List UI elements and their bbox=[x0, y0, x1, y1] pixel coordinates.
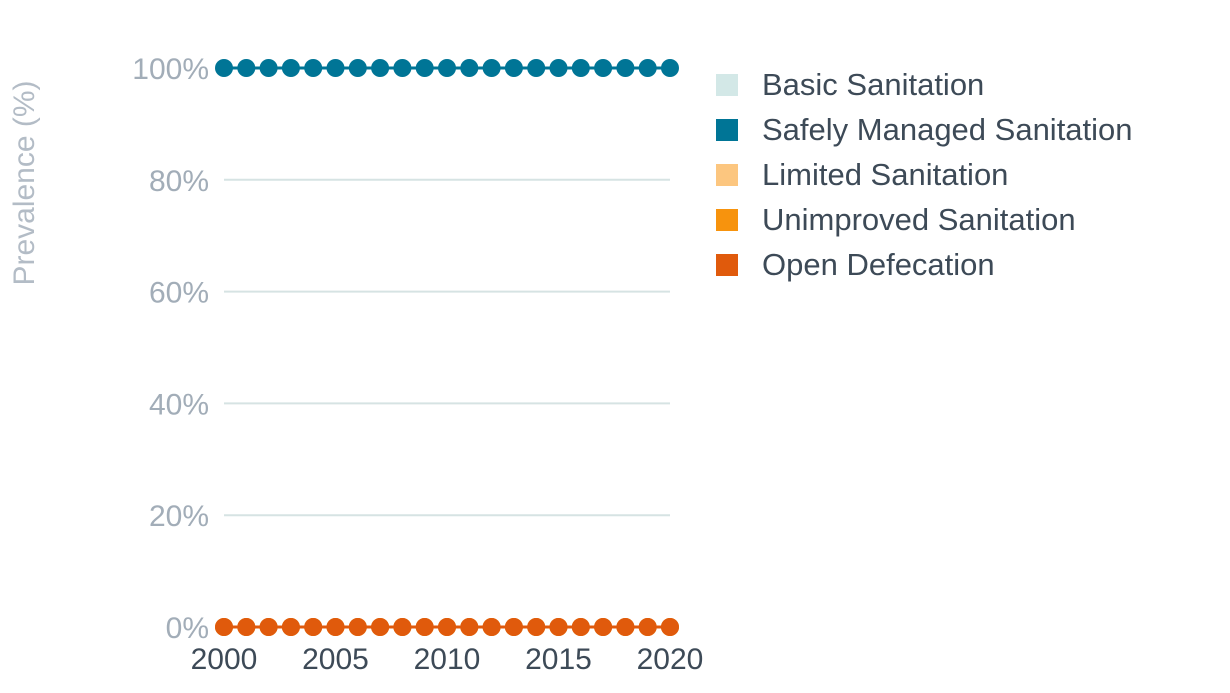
y-axis-label: Prevalence (%) bbox=[8, 80, 41, 285]
data-point bbox=[326, 59, 345, 77]
legend-item[interactable]: Unimproved Sanitation bbox=[716, 197, 1133, 242]
data-point bbox=[616, 618, 635, 636]
data-point bbox=[304, 59, 323, 77]
data-point bbox=[527, 59, 546, 77]
data-point bbox=[438, 618, 456, 636]
data-point bbox=[616, 59, 635, 77]
legend-item[interactable]: Open Defecation bbox=[716, 242, 1133, 287]
data-point bbox=[438, 59, 456, 77]
data-point bbox=[482, 59, 501, 77]
legend-item[interactable]: Basic Sanitation bbox=[716, 62, 1133, 107]
legend-label: Safely Managed Sanitation bbox=[762, 111, 1133, 147]
series-layer bbox=[215, 59, 679, 636]
gridlines bbox=[224, 178, 670, 517]
x-axis-ticks: 2000 2005 2010 2015 2020 bbox=[191, 643, 704, 676]
data-point bbox=[281, 618, 300, 636]
data-point bbox=[460, 59, 479, 77]
legend-label: Open Defecation bbox=[762, 246, 995, 282]
y-tick-label: 0% bbox=[166, 612, 209, 645]
data-point bbox=[415, 618, 434, 636]
legend-label: Basic Sanitation bbox=[762, 66, 985, 102]
data-point bbox=[504, 59, 523, 77]
data-point bbox=[393, 59, 412, 77]
data-point bbox=[215, 59, 233, 77]
data-point bbox=[594, 59, 613, 77]
data-point bbox=[348, 59, 367, 77]
legend-label: Limited Sanitation bbox=[762, 156, 1009, 192]
data-point bbox=[237, 618, 256, 636]
data-point bbox=[371, 59, 390, 77]
data-point bbox=[215, 618, 233, 636]
series-safely-managed-sanitation bbox=[215, 59, 679, 77]
legend-swatch bbox=[716, 163, 738, 186]
data-point bbox=[638, 618, 657, 636]
data-point bbox=[594, 618, 613, 636]
data-point bbox=[527, 618, 546, 636]
data-point bbox=[482, 618, 501, 636]
y-tick-label: 100% bbox=[132, 53, 209, 86]
data-point bbox=[549, 618, 568, 636]
y-axis-ticks: 0% 20% 40% 60% 80% 100% bbox=[132, 53, 209, 645]
data-point bbox=[460, 618, 479, 636]
data-point bbox=[393, 618, 412, 636]
y-tick-label: 40% bbox=[149, 388, 209, 421]
y-tick-label: 20% bbox=[149, 500, 209, 533]
legend-swatch bbox=[716, 208, 738, 231]
data-point bbox=[571, 618, 590, 636]
data-point bbox=[259, 618, 278, 636]
x-tick-label: 2020 bbox=[637, 643, 704, 676]
data-point bbox=[415, 59, 434, 77]
y-tick-label: 80% bbox=[149, 165, 209, 198]
data-point bbox=[661, 59, 679, 77]
series-open-defecation bbox=[215, 618, 679, 636]
x-tick-label: 2010 bbox=[414, 643, 481, 676]
data-point bbox=[259, 59, 278, 77]
data-point bbox=[661, 618, 679, 636]
legend: Basic Sanitation Safely Managed Sanitatio… bbox=[716, 62, 1133, 287]
x-tick-label: 2015 bbox=[525, 643, 592, 676]
x-tick-label: 2005 bbox=[302, 643, 369, 676]
legend-item[interactable]: Limited Sanitation bbox=[716, 152, 1133, 197]
y-tick-label: 60% bbox=[149, 277, 209, 310]
data-point bbox=[504, 618, 523, 636]
legend-label: Unimproved Sanitation bbox=[762, 201, 1076, 237]
legend-swatch bbox=[716, 253, 738, 276]
legend-swatch bbox=[716, 73, 738, 96]
legend-swatch bbox=[716, 118, 738, 141]
data-point bbox=[549, 59, 568, 77]
data-point bbox=[371, 618, 390, 636]
x-tick-label: 2000 bbox=[191, 643, 258, 676]
data-point bbox=[326, 618, 345, 636]
data-point bbox=[571, 59, 590, 77]
legend-item[interactable]: Safely Managed Sanitation bbox=[716, 107, 1133, 152]
data-point bbox=[237, 59, 256, 77]
data-point bbox=[304, 618, 323, 636]
data-point bbox=[348, 618, 367, 636]
data-point bbox=[638, 59, 657, 77]
data-point bbox=[281, 59, 300, 77]
